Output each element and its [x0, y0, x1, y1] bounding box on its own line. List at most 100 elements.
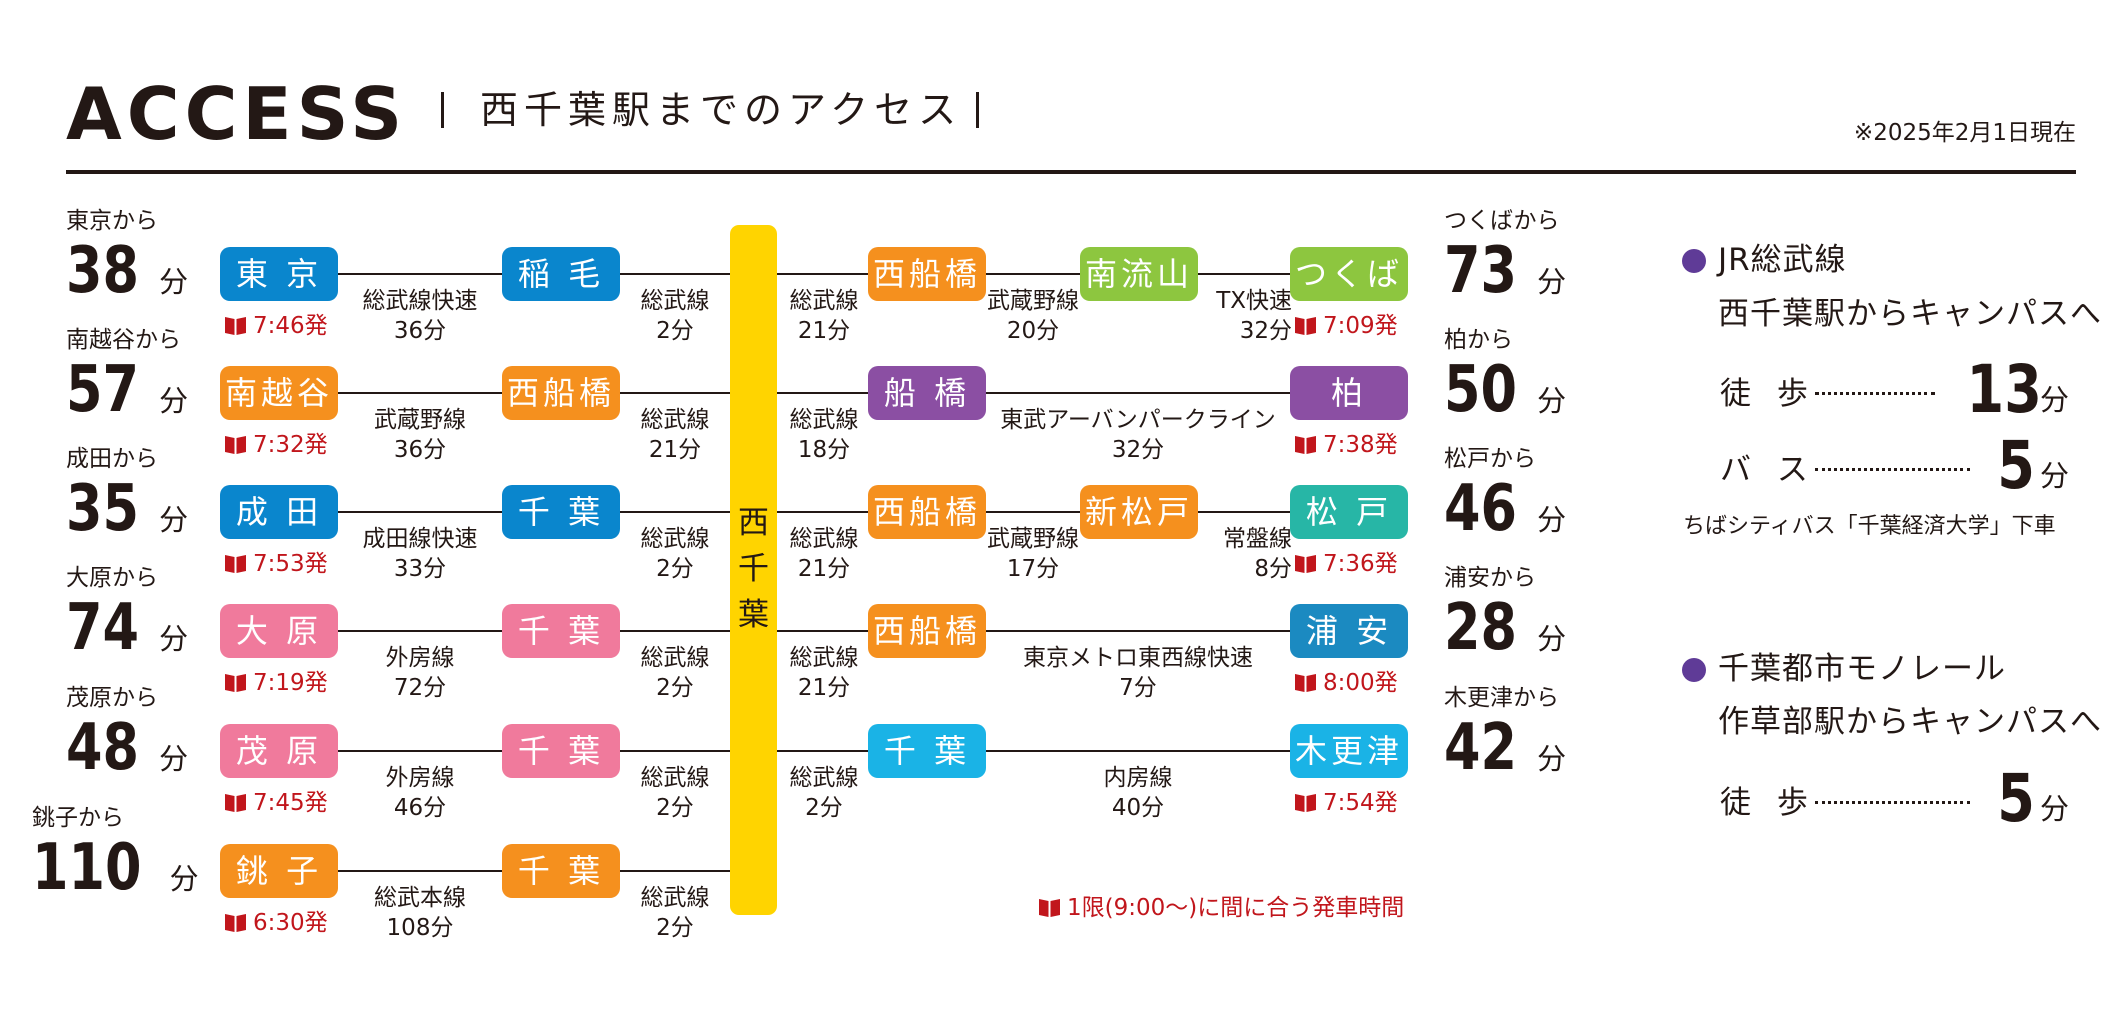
right-origin-from-label: 松戸から — [1444, 446, 1536, 472]
monorail-line-name: 千葉都市モノレール — [1718, 651, 2006, 687]
right-origin-minutes: 73 分 — [1444, 236, 1566, 306]
departure-time: 7:32発 — [224, 430, 328, 460]
departure-time-text: 8:00発 — [1323, 670, 1398, 696]
legend-note: 1限(9:00〜)に間に合う発車時間 — [1038, 893, 1404, 923]
jr-bus-unit: 分 — [2040, 459, 2070, 493]
jr-bus-note: ちばシティバス「千葉経済大学」下車 — [1683, 514, 2056, 539]
jr-bus-label: バ ス — [1720, 452, 1816, 488]
line2-time: 2分 — [656, 318, 694, 344]
monorail-walk-leader — [1815, 801, 1970, 804]
departure-time: 7:54発 — [1294, 788, 1398, 818]
line2-time: 2分 — [656, 795, 694, 821]
book-icon — [224, 314, 247, 336]
departure-time-text: 7:19発 — [253, 670, 328, 696]
hub-station-label: 西千葉 — [730, 500, 777, 638]
transfer-station-1: 船 橋 — [868, 366, 986, 420]
transfer-station: 千 葉 — [502, 724, 620, 778]
left-origin-minutes: 35 分 — [66, 474, 188, 544]
page-title: ACCESS — [66, 72, 408, 156]
line2-name: 総武線 — [640, 407, 710, 433]
route-line — [777, 630, 1290, 632]
book-icon — [224, 911, 247, 933]
route-line — [777, 273, 1290, 275]
route-line — [777, 392, 1290, 394]
left-origin-minutes-number: 35 — [66, 472, 140, 546]
left-origin-from-label: 成田から — [66, 446, 158, 472]
transfer-station: 千 葉 — [502, 604, 620, 658]
line2-time: 21分 — [648, 437, 702, 463]
origin-station: 南越谷 — [220, 366, 338, 420]
seg-b-line: 内房線 — [1103, 765, 1173, 791]
origin-station: 成 田 — [220, 485, 338, 539]
left-origin-minutes: 38 分 — [66, 236, 188, 306]
line2-name: 総武線 — [640, 526, 710, 552]
right-origin-from-label: 浦安から — [1444, 565, 1536, 591]
seg-b-time: 20分 — [1006, 318, 1060, 344]
transfer-station: 千 葉 — [502, 485, 620, 539]
book-icon — [1294, 433, 1317, 455]
seg-c-line: TX快速 — [1216, 288, 1292, 314]
hub-label-char: 葉 — [738, 597, 769, 633]
departure-time-text: 7:54発 — [1323, 790, 1398, 816]
jr-walk-unit: 分 — [2040, 383, 2070, 417]
right-origin-from-label: 木更津から — [1444, 685, 1559, 711]
left-origin-from-label: 南越谷から — [66, 327, 181, 353]
jr-walk-leader — [1815, 392, 1935, 395]
seg-c-time: 32分 — [1239, 318, 1292, 344]
hub-station-bar — [730, 225, 777, 915]
seg-a-line: 総武線 — [789, 765, 859, 791]
left-origin-minutes-unit: 分 — [159, 384, 189, 418]
right-origin-minutes-number: 50 — [1444, 353, 1518, 427]
seg-a-line: 総武線 — [789, 288, 859, 314]
line1-name: 総武線快速 — [362, 288, 478, 314]
departure-time: 7:53発 — [224, 549, 328, 579]
departure-time-text: 7:32発 — [253, 432, 328, 458]
left-origin-from-label: 茂原から — [66, 685, 158, 711]
origin-station: 浦 安 — [1290, 604, 1408, 658]
departure-time: 7:45発 — [224, 788, 328, 818]
seg-a-line: 総武線 — [789, 407, 859, 433]
transfer-station: 千 葉 — [502, 844, 620, 898]
left-origin-minutes-number: 38 — [66, 234, 140, 308]
line1-time: 46分 — [393, 795, 447, 821]
jr-line-dot-icon — [1682, 249, 1706, 273]
seg-b-time: 32分 — [1111, 437, 1165, 463]
seg-b-time: 40分 — [1111, 795, 1165, 821]
transfer-station-2: 南流山 — [1080, 247, 1198, 301]
origin-station: 柏 — [1290, 366, 1408, 420]
book-icon — [224, 791, 247, 813]
line1-name: 総武本線 — [374, 885, 466, 911]
left-origin-minutes-number: 57 — [66, 353, 140, 427]
left-origin-minutes-unit: 分 — [159, 742, 189, 776]
seg-c-time: 8分 — [1254, 556, 1292, 582]
line1-time: 108分 — [386, 915, 454, 941]
seg-b-line: 東武アーバンパークライン — [1000, 407, 1276, 433]
line1-time: 33分 — [393, 556, 447, 582]
departure-time-text: 6:30発 — [253, 910, 328, 936]
jr-heading: 西千葉駅からキャンパスへ — [1718, 296, 2102, 332]
left-origin-from-label: 銚子から — [32, 805, 124, 831]
book-icon — [1294, 314, 1317, 336]
book-icon — [224, 433, 247, 455]
line1-time: 36分 — [393, 318, 447, 344]
line2-time: 2分 — [656, 556, 694, 582]
route-line — [777, 511, 1290, 513]
monorail-walk-unit: 分 — [2040, 792, 2070, 826]
origin-station: 木更津 — [1290, 724, 1408, 778]
departure-time-text: 7:45発 — [253, 790, 328, 816]
right-origin-minutes: 42 分 — [1444, 713, 1566, 783]
origin-station: 銚 子 — [220, 844, 338, 898]
departure-time-text: 7:09発 — [1323, 313, 1398, 339]
jr-bus-leader — [1815, 468, 1970, 471]
right-origin-minutes: 46 分 — [1444, 474, 1566, 544]
jr-bus-minutes: 5 — [1997, 427, 2035, 504]
monorail-walk-minutes: 5 — [1997, 760, 2035, 837]
departure-time: 7:38発 — [1294, 430, 1398, 460]
seg-c-line: 常盤線 — [1223, 526, 1292, 552]
left-origin-minutes: 48 分 — [66, 713, 188, 783]
line2-name: 総武線 — [640, 885, 710, 911]
departure-time: 7:36発 — [1294, 549, 1398, 579]
line1-name: 外房線 — [385, 645, 455, 671]
line2-name: 総武線 — [640, 645, 710, 671]
jr-line-name: JR総武線 — [1718, 242, 1847, 278]
